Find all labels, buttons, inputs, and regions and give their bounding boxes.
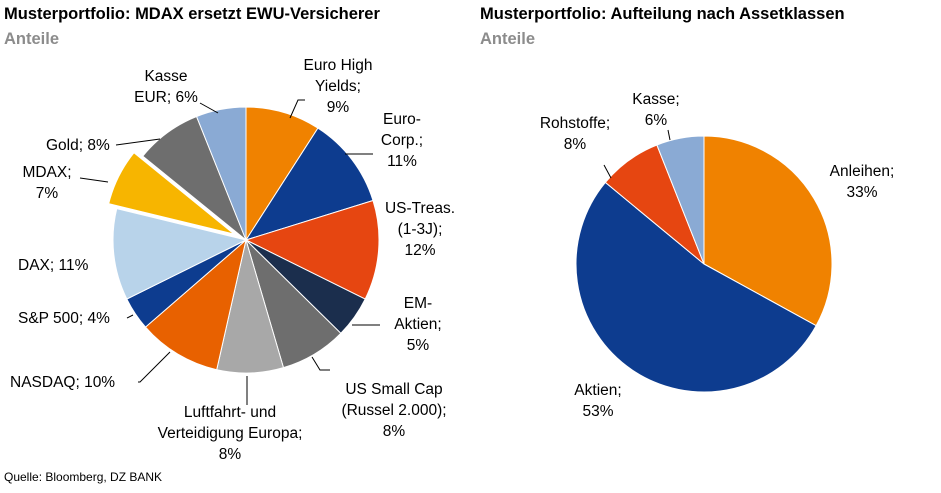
leader-line-us-small-cap-russel-2-000: [311, 356, 330, 371]
slice-label-rohstoffe: Rohstoffe; 8%: [540, 115, 610, 153]
left-chart-title: Musterportfolio: MDAX ersetzt EWU-Versic…: [4, 5, 380, 23]
leader-line-gold: [115, 138, 161, 146]
pie-slice-aktien: [575, 181, 817, 393]
left-chart-subtitle: Anteile: [4, 30, 60, 48]
leader-line-mdax: [79, 177, 109, 183]
slice-label-kasse-eur: Kasse EUR; 6%: [134, 68, 198, 106]
slice-label-gold: Gold; 8%: [46, 137, 110, 154]
slice-label-luftfahrt-und-verteidigung-europa: Luftfahrt- und Verteidigung Europa; 8%: [158, 404, 303, 463]
leader-line-kasse-eur: [199, 102, 219, 114]
leader-line-nasdaq: [138, 351, 171, 383]
slice-label-euro-high-yields: Euro High Yields; 9%: [304, 57, 373, 116]
slice-label-euro-corp: Euro-Corp.; 11%: [381, 111, 423, 170]
leader-line-euro-high-yields: [289, 99, 305, 119]
slice-label-aktien: Aktien; 53%: [574, 382, 621, 420]
pie-slice-anleihen: [703, 135, 833, 327]
right-chart-title: Musterportfolio: Aufteilung nach Assetkl…: [480, 5, 845, 23]
slice-label-anleihen: Anleihen; 33%: [830, 163, 895, 201]
right-chart-subtitle: Anteile: [480, 30, 536, 48]
leader-line-s-p-500: [126, 314, 134, 319]
pie-slice-dax: [112, 208, 248, 300]
pie-slice-kasse-eur: [195, 106, 247, 241]
pie-chart-1: Euro High Yields; 9%Euro-Corp.; 11% US-Treas…: [10, 57, 455, 463]
pie-slice-euro-corp: [244, 127, 374, 241]
leader-line-rohstoffe: [603, 164, 612, 179]
slice-label-em-aktien: EM-Aktien; 5%: [394, 295, 441, 354]
pie-slice-kasse: [656, 135, 705, 265]
slice-label-kasse: Kasse; 6%: [632, 91, 679, 129]
pie-slice-mdax: [106, 149, 238, 237]
pie-chart-2: Anleihen; 33% Aktien; 53% Rohstoffe; 8% Kasse;…: [540, 91, 895, 420]
leader-line-kasse: [667, 129, 671, 141]
pie-slice-us-treas-1-3j: [244, 199, 380, 300]
pie-slice-nasdaq: [144, 238, 247, 371]
slice-label-us-treas-1-3j: US-Treas. (1-3J); 12%: [385, 200, 455, 259]
slice-label-nasdaq: NASDAQ; 10%: [10, 374, 115, 391]
slice-label-us-small-cap-russel-2-000: US Small Cap (Russel 2.000); 8%: [341, 381, 446, 440]
source-note: Quelle: Bloomberg, DZ BANK: [4, 470, 163, 484]
slice-label-mdax: MDAX; 7%: [22, 164, 71, 202]
slice-label-dax: DAX; 11%: [18, 257, 89, 274]
slice-label-s-p-500: S&P 500; 4%: [18, 310, 110, 327]
